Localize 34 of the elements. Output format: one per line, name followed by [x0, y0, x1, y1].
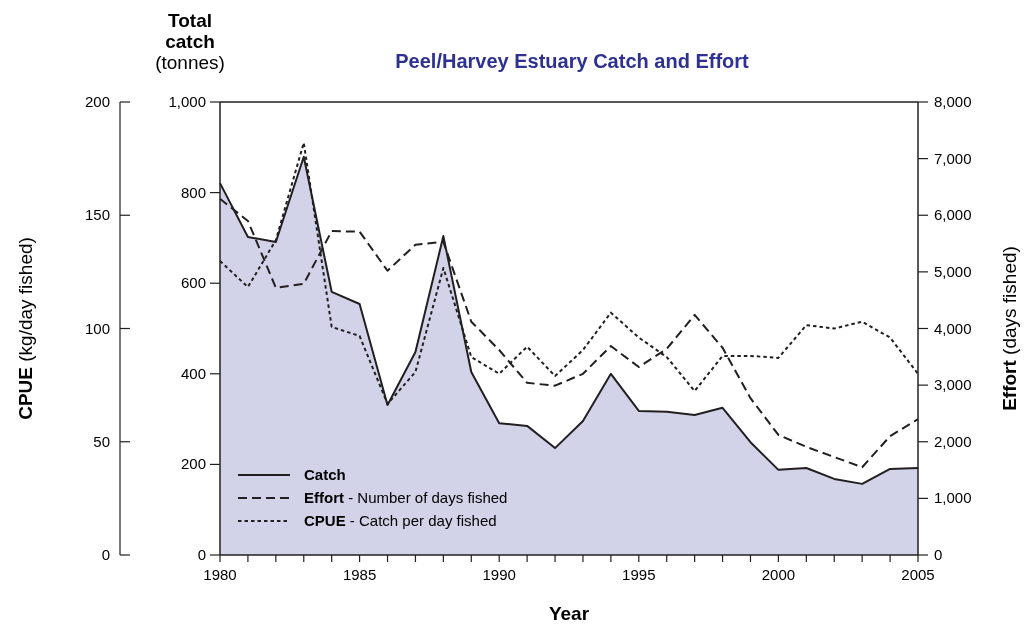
- legend-label: Catch: [304, 466, 346, 483]
- x-tick-label: 1980: [203, 566, 237, 583]
- y-axis-title: Total catch (tonnes): [155, 10, 225, 73]
- y-tick-label: 600: [180, 274, 206, 292]
- x-tick-label: 1985: [342, 566, 377, 583]
- y-tick-label: 1,000: [168, 93, 206, 110]
- y2-tick-label: 0: [934, 546, 943, 563]
- x-tick-label: 1990: [482, 566, 516, 583]
- y2-tick-label: 5,000: [934, 262, 972, 280]
- y3-tick-label: 0: [101, 546, 110, 563]
- x-tick-label: 2000: [761, 566, 796, 583]
- y-tick-label: 400: [180, 364, 206, 382]
- legend-label: CPUE - Catch per day fished: [304, 512, 497, 529]
- legend-label: Effort - Number of days fished: [304, 489, 508, 506]
- x-axis-title: Year: [548, 603, 590, 624]
- y3-tick-label: 50: [93, 432, 110, 450]
- y2-tick-label: 7,000: [934, 149, 972, 167]
- x-tick-label: 1995: [622, 566, 656, 583]
- x-tick-label: 2005: [901, 566, 935, 583]
- y-tick-label: 800: [180, 183, 206, 201]
- y3-tick-label: 200: [84, 93, 110, 110]
- y3-tick-label: 100: [84, 319, 110, 337]
- y2-tick-label: 8,000: [934, 93, 972, 110]
- y2-tick-label: 6,000: [934, 206, 972, 224]
- y3-tick-label: 150: [84, 206, 110, 224]
- y-tick-label: 0: [197, 546, 206, 563]
- y3-axis-title: CPUE (kg/day fished): [15, 237, 36, 420]
- y2-tick-label: 2,000: [934, 432, 972, 450]
- y2-tick-label: 1,000: [934, 489, 972, 507]
- chart-title: Peel/Harvey Estuary Catch and Effort: [395, 50, 750, 72]
- y2-axis-title: Effort (days fished): [999, 246, 1020, 411]
- y2-tick-label: 3,000: [934, 376, 972, 394]
- y-tick-label: 200: [180, 455, 206, 473]
- y2-tick-label: 4,000: [934, 319, 972, 337]
